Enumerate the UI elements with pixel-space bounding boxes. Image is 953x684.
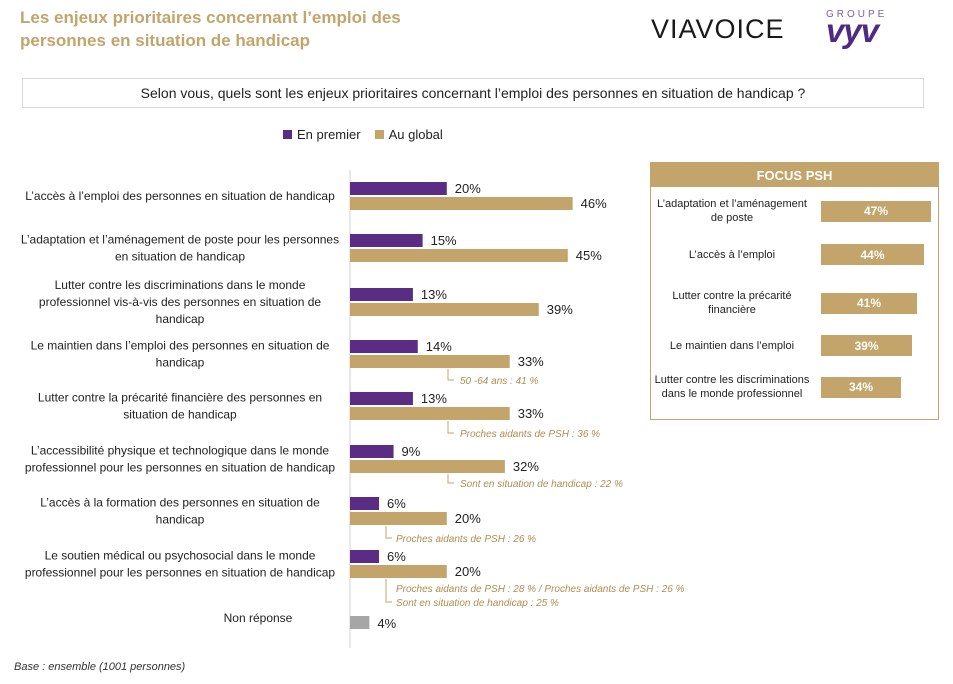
legend-swatch-first xyxy=(283,130,292,139)
category-label: professionnel pour les personnes en situ… xyxy=(25,461,336,475)
category-label: Non réponse xyxy=(224,611,293,625)
bar-au-global xyxy=(350,460,505,473)
category-label: handicap xyxy=(156,312,205,326)
value-label-en-premier: 6% xyxy=(387,549,406,564)
base-note: Base : ensemble (1001 personnes) xyxy=(14,661,186,673)
value-label-non-reponse: 4% xyxy=(377,616,396,631)
annotation-bracket xyxy=(385,526,392,539)
category-label: Le maintien dans l’emploi des personnes … xyxy=(31,339,330,353)
focus-label: Le maintien dans l’emploi xyxy=(669,339,795,352)
category-label: L’adaptation et l’aménagement de poste p… xyxy=(21,233,339,247)
question-text: Selon vous, quels sont les enjeux priori… xyxy=(140,85,806,101)
vyv-logo: vyv xyxy=(826,12,879,49)
groupe-label: GROUPE xyxy=(826,9,888,20)
annotation-bracket xyxy=(447,369,454,381)
category-label: situation de handicap xyxy=(123,408,237,422)
legend-label-global: Au global xyxy=(388,127,443,142)
focus-bar: 41% xyxy=(821,292,917,314)
focus-row: L’accès à l’emploi 44% xyxy=(651,244,938,265)
chart-legend: En premier Au global xyxy=(283,127,443,142)
bar-en-premier xyxy=(350,288,413,301)
annotation-text: Sont en situation de handicap : 22 % xyxy=(460,479,623,490)
value-label-en-premier: 14% xyxy=(426,339,452,354)
bar-en-premier xyxy=(350,550,380,563)
value-label-en-premier: 13% xyxy=(421,391,447,406)
focus-label: Lutter contre les discriminations dans l… xyxy=(654,374,810,400)
focus-label: Lutter contre la précarité financière xyxy=(672,290,792,316)
focus-row: Le maintien dans l’emploi 39% xyxy=(651,335,938,356)
bar-au-global xyxy=(350,407,510,420)
focus-label: L’adaptation et l’aménagement de poste xyxy=(657,198,807,224)
value-label-au-global: 20% xyxy=(455,511,481,526)
value-label-au-global: 20% xyxy=(455,564,481,579)
bar-au-global xyxy=(350,249,568,262)
value-label-en-premier: 13% xyxy=(421,287,447,302)
annotation-bracket xyxy=(447,421,454,434)
annotation-text: Proches aidants de PSH : 36 % xyxy=(460,429,600,440)
value-label-au-global: 32% xyxy=(513,459,539,474)
value-label-en-premier: 9% xyxy=(402,444,421,459)
focus-bar: 44% xyxy=(821,244,924,265)
category-label: professionnel vis-à-vis des personnes en… xyxy=(39,295,321,309)
annotation-text: Sont en situation de handicap : 25 % xyxy=(396,598,559,609)
focus-row: L’adaptation et l’aménagement de poste 47… xyxy=(651,197,938,225)
value-label-en-premier: 20% xyxy=(455,181,481,196)
value-label-en-premier: 15% xyxy=(431,233,457,248)
bar-au-global xyxy=(350,355,510,368)
bar-non-reponse xyxy=(350,616,370,629)
focus-bar: 34% xyxy=(821,376,901,398)
bar-en-premier xyxy=(350,234,423,247)
category-label: L’accès à la formation des personnes en … xyxy=(40,496,320,510)
bar-en-premier xyxy=(350,497,380,510)
value-label-en-premier: 6% xyxy=(387,496,406,511)
bar-au-global xyxy=(350,512,447,525)
value-label-au-global: 33% xyxy=(518,406,544,421)
value-label-au-global: 33% xyxy=(518,354,544,369)
focus-bar: 39% xyxy=(821,335,912,356)
bar-au-global xyxy=(350,197,573,210)
category-label: handicap xyxy=(156,513,205,527)
bar-au-global xyxy=(350,303,539,316)
category-label: L’accès à l’emploi des personnes en situ… xyxy=(25,189,335,203)
bar-au-global xyxy=(350,565,447,578)
legend-item-global: Au global xyxy=(374,127,443,142)
legend-label-first: En premier xyxy=(297,127,361,142)
question-box: Selon vous, quels sont les enjeux priori… xyxy=(22,78,924,108)
bar-en-premier xyxy=(350,392,413,405)
category-label: en situation de handicap xyxy=(115,250,245,264)
focus-psh-title: FOCUS PSH xyxy=(651,163,938,187)
annotation-text: 50 -64 ans : 41 % xyxy=(460,376,538,387)
category-label: Lutter contre les discriminations dans l… xyxy=(55,278,306,292)
bar-en-premier xyxy=(350,340,418,353)
focus-row: Lutter contre la précarité financière 41% xyxy=(651,289,938,317)
legend-swatch-global xyxy=(374,130,384,139)
annotation-bracket xyxy=(385,579,392,603)
bar-en-premier xyxy=(350,445,394,458)
category-label: Le soutien médical ou psychosocial dans … xyxy=(45,549,316,563)
category-label: professionnel pour les personnes en situ… xyxy=(25,566,336,580)
bar-en-premier xyxy=(350,182,447,195)
annotation-bracket xyxy=(447,474,454,484)
page-title: Les enjeux prioritaires concernant l’emp… xyxy=(20,8,401,50)
annotation-text: Proches aidants de PSH : 26 % xyxy=(396,534,536,545)
focus-row: Lutter contre les discriminations dans l… xyxy=(651,373,938,401)
focus-label: L’accès à l’emploi xyxy=(688,248,776,261)
focus-bar: 47% xyxy=(821,200,931,222)
value-label-au-global: 45% xyxy=(576,248,602,263)
legend-item-first: En premier xyxy=(283,127,361,142)
category-label: L’accessibilité physique et technologiqu… xyxy=(31,444,330,458)
category-label: Lutter contre la précarité financière de… xyxy=(38,391,322,405)
viavoice-logo: VIAVOICE xyxy=(651,14,785,44)
focus-psh-panel: FOCUS PSH L’adaptation et l’aménagement … xyxy=(650,162,939,420)
value-label-au-global: 39% xyxy=(547,302,573,317)
category-label: handicap xyxy=(156,356,205,370)
annotation-text: Proches aidants de PSH : 28 % / Proches … xyxy=(396,584,685,595)
value-label-au-global: 46% xyxy=(581,196,607,211)
